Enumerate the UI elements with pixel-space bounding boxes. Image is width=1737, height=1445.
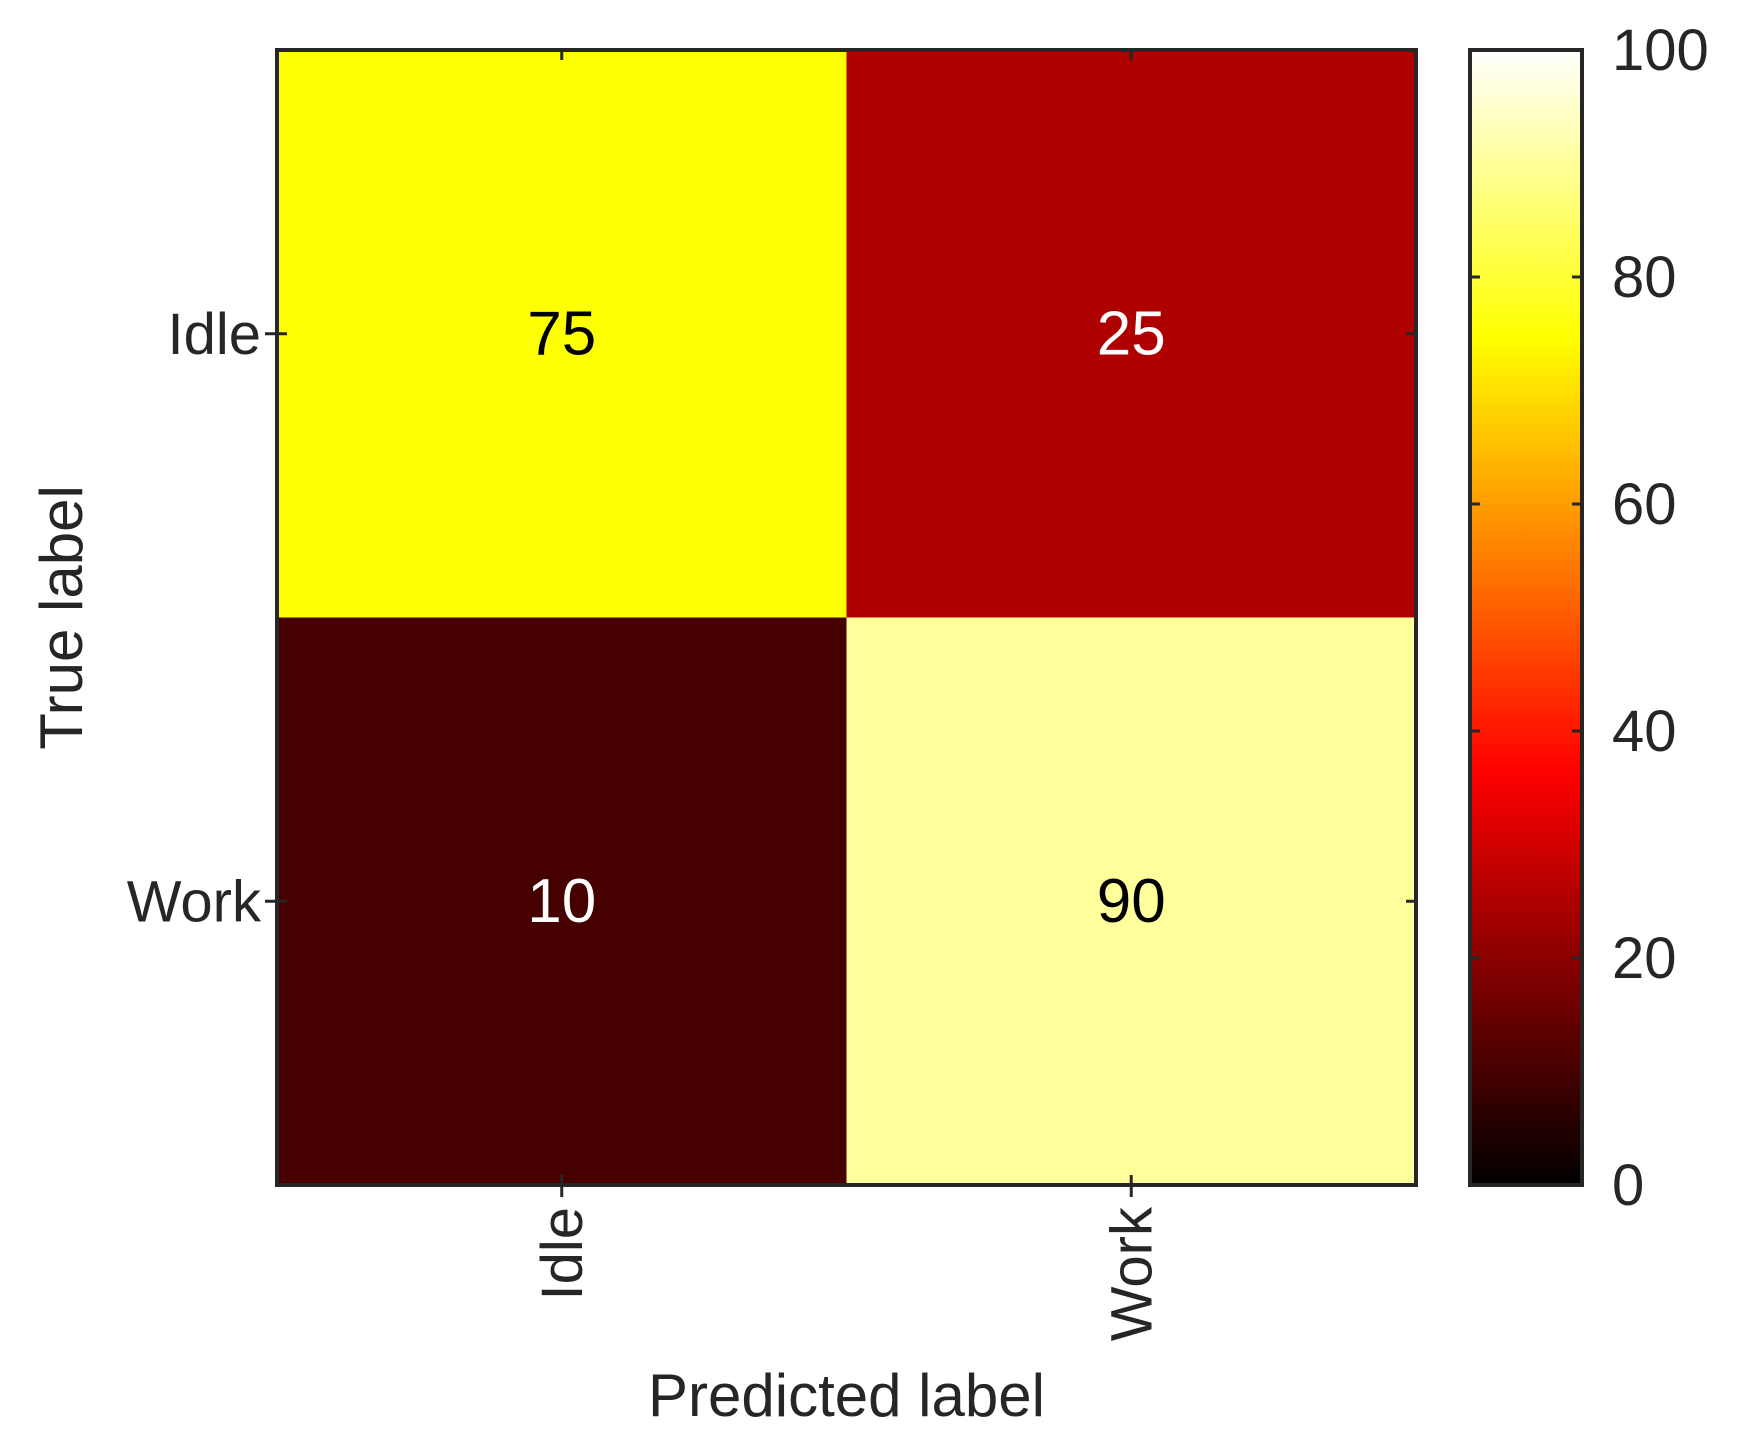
y-tick-label: Idle (167, 302, 261, 367)
plot-frame (275, 48, 1418, 1187)
axis-ticks: Idle Work Idle Work (127, 50, 1416, 1341)
heatmap-cells (277, 50, 1417, 1186)
colorbar-gradient (1470, 50, 1582, 1185)
colorbar-tick-label: 60 (1612, 472, 1677, 537)
heatmap-cell-work-idle (277, 617, 847, 1186)
colorbar-tick-label: 40 (1612, 699, 1677, 764)
y-axis-label: True label (28, 485, 95, 750)
colorbar-tick-label: 100 (1612, 18, 1709, 83)
cell-value-label: 75 (527, 299, 596, 368)
colorbar-tick-label: 80 (1612, 245, 1677, 310)
x-axis-label: Predicted label (648, 1362, 1045, 1429)
cell-value-label: 25 (1097, 299, 1166, 368)
heatmap-cell-idle-idle (277, 50, 847, 618)
colorbar-frame (1468, 48, 1584, 1187)
x-tick-label: Idle (530, 1207, 595, 1301)
cell-annotations: 75 25 10 90 (527, 299, 1165, 936)
colorbar: 0 20 40 60 80 100 (1468, 18, 1709, 1218)
x-tick-label: Work (1099, 1206, 1164, 1341)
y-tick-label: Work (127, 869, 262, 934)
cell-value-label: 10 (527, 867, 596, 936)
colorbar-tick-label: 20 (1612, 926, 1677, 991)
colorbar-tick-label: 0 (1612, 1153, 1644, 1218)
heatmap-cell-work-work (846, 617, 1417, 1186)
heatmap-cell-idle-work (846, 50, 1417, 618)
cell-value-label: 90 (1097, 867, 1166, 936)
